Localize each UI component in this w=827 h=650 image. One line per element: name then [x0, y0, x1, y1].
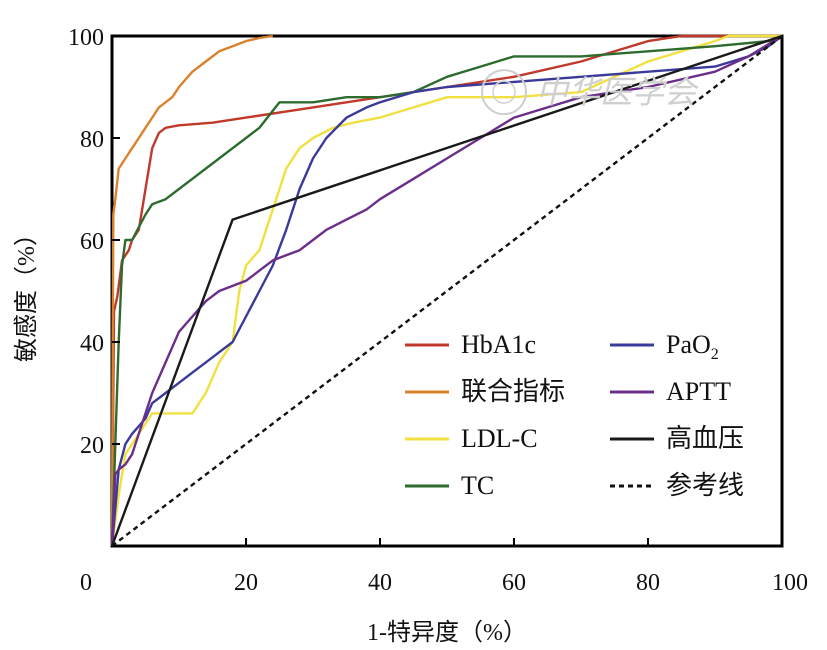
- watermark-text: 中华医学会: [536, 74, 699, 110]
- x-tick-label-2: 40: [368, 570, 392, 596]
- legend-label-2: LDL-C: [461, 424, 538, 453]
- series-line-3: [110, 34, 783, 547]
- watermark-emblem-ring: [481, 69, 527, 116]
- series-line-4: [110, 35, 783, 547]
- watermark-emblem-core: [492, 80, 516, 104]
- series-layer: [110, 34, 783, 547]
- y-tick-label-1: 40: [80, 331, 104, 357]
- series-line-1: [110, 34, 273, 547]
- x-tick-label-1: 20: [234, 570, 258, 596]
- y-tick-label-0: 20: [80, 433, 104, 459]
- watermark: 中华医学会: [481, 69, 699, 116]
- legend-label-4: PaO2: [666, 330, 719, 363]
- y-tick-label-3: 80: [80, 127, 104, 153]
- x-axis-label: 1-特异度（%）: [367, 619, 527, 646]
- x-tick-label-0: 0: [80, 570, 92, 596]
- legend-label-6: 高血压: [666, 424, 744, 453]
- y-tick-label-4: 100: [68, 25, 104, 51]
- series-line-6: [110, 34, 783, 547]
- series-line-2: [110, 34, 782, 547]
- legend-label-0: HbA1c: [461, 330, 536, 359]
- legend-label-1: 联合指标: [461, 377, 565, 406]
- x-tick-label-3: 60: [502, 570, 526, 596]
- legend-label-7: 参考线: [666, 471, 744, 500]
- y-tick-label-2: 60: [80, 229, 104, 255]
- x-tick-label-5: 100: [772, 570, 808, 596]
- series-line-0: [110, 34, 782, 547]
- series-line-7: [111, 35, 783, 547]
- legend-label-3: TC: [461, 471, 494, 500]
- y-axis-label: 敏感度（%）: [13, 222, 40, 362]
- legend-label-5: APTT: [666, 377, 731, 406]
- series-line-5: [110, 34, 783, 547]
- x-tick-label-4: 80: [636, 570, 660, 596]
- ticks: 0 20 40 60 80 100 20 40 60 80 100: [68, 25, 808, 596]
